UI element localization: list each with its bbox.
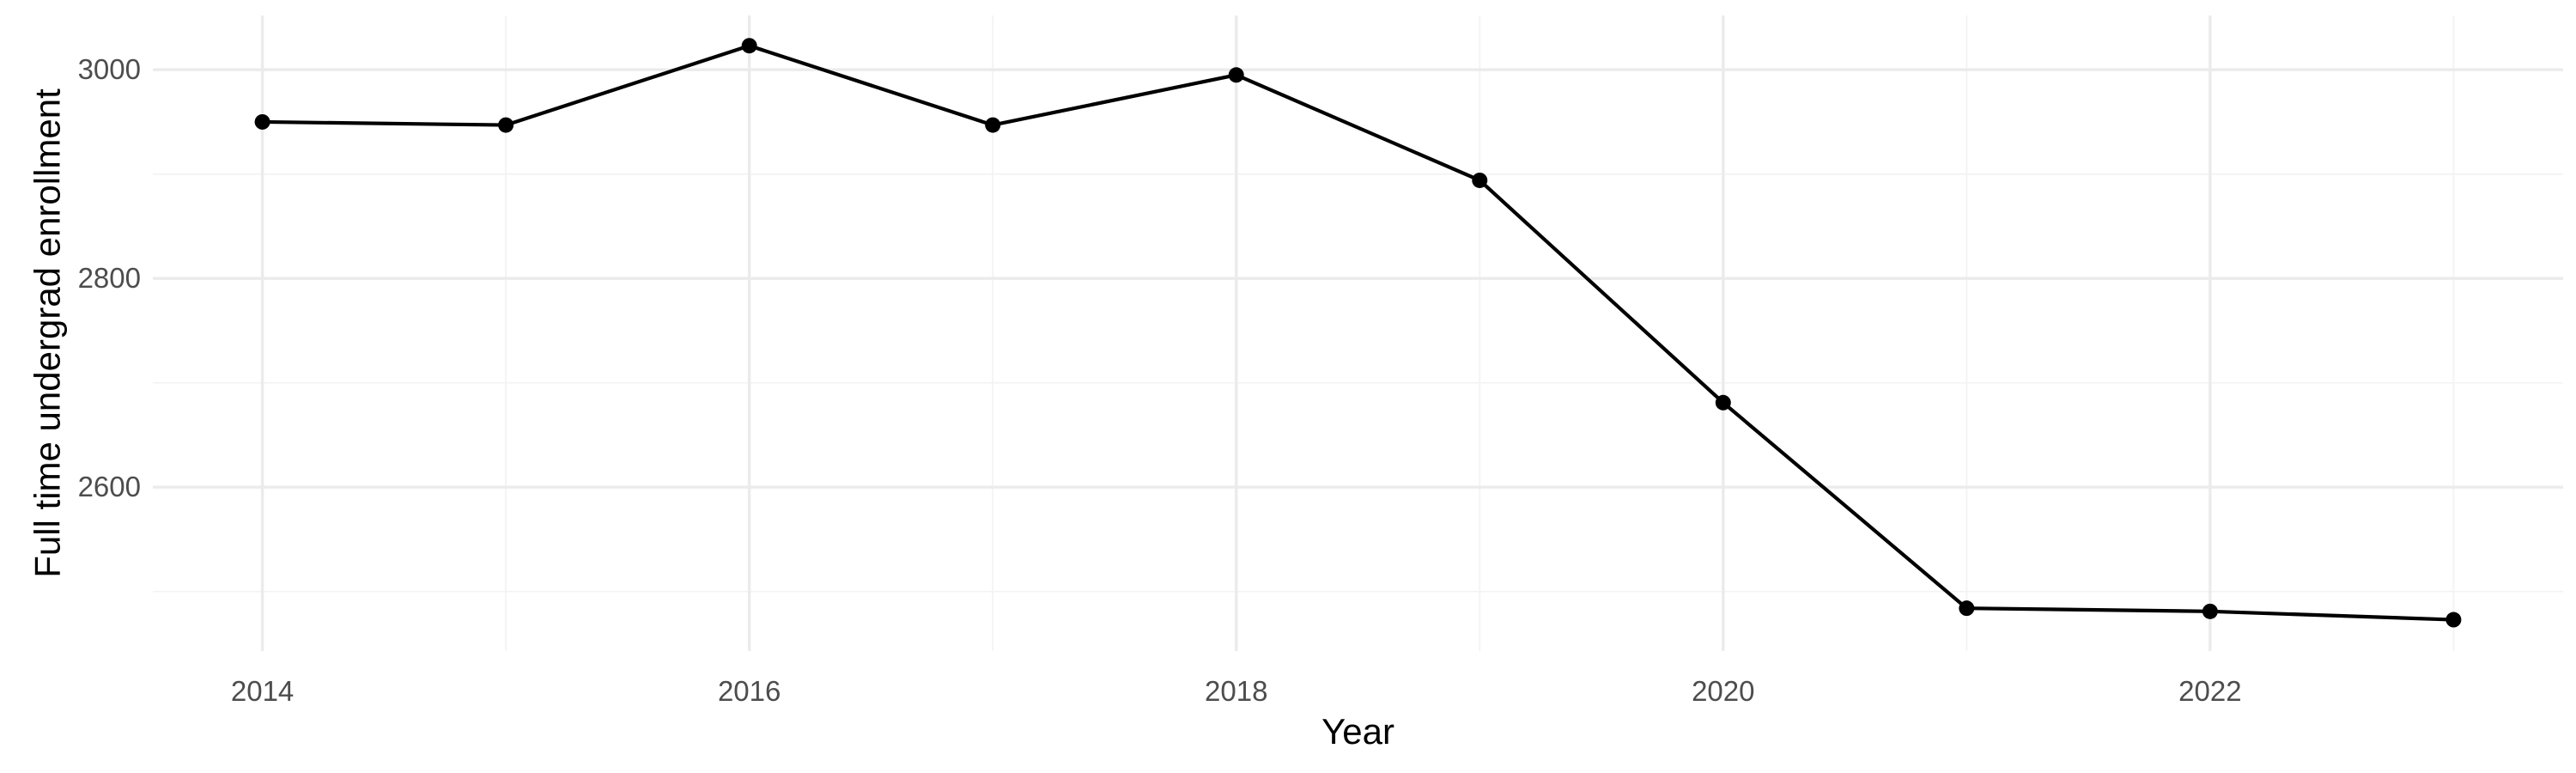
x-tick-label: 2020 bbox=[1692, 675, 1754, 707]
data-point bbox=[254, 113, 270, 130]
x-tick-label: 2016 bbox=[718, 675, 781, 707]
data-point bbox=[741, 38, 757, 54]
x-tick-label: 2018 bbox=[1205, 675, 1267, 707]
data-point bbox=[1959, 600, 1975, 617]
grid bbox=[153, 15, 2563, 651]
data-point bbox=[1228, 67, 1244, 83]
x-axis-title: Year bbox=[1321, 711, 1394, 752]
series-line bbox=[262, 44, 2454, 622]
data-point bbox=[1472, 172, 1488, 188]
y-tick-label: 2800 bbox=[78, 262, 141, 294]
data-point bbox=[2202, 603, 2218, 619]
data-point bbox=[985, 117, 1001, 133]
data-point bbox=[498, 117, 514, 133]
data-point bbox=[2445, 612, 2462, 628]
y-axis-ticks: 2600 2800 3000 bbox=[78, 53, 141, 502]
plot-area bbox=[153, 15, 2563, 651]
y-tick-label: 2600 bbox=[78, 471, 141, 502]
series-group bbox=[254, 38, 2462, 628]
data-point bbox=[1715, 394, 1731, 411]
x-tick-label: 2014 bbox=[231, 675, 294, 707]
x-tick-label: 2022 bbox=[2178, 675, 2241, 707]
x-axis-ticks: 2014 2016 2018 2020 2022 bbox=[231, 675, 2242, 707]
y-axis-title: Full time undergrad enrollment bbox=[27, 88, 68, 578]
y-tick-label: 3000 bbox=[78, 53, 141, 85]
